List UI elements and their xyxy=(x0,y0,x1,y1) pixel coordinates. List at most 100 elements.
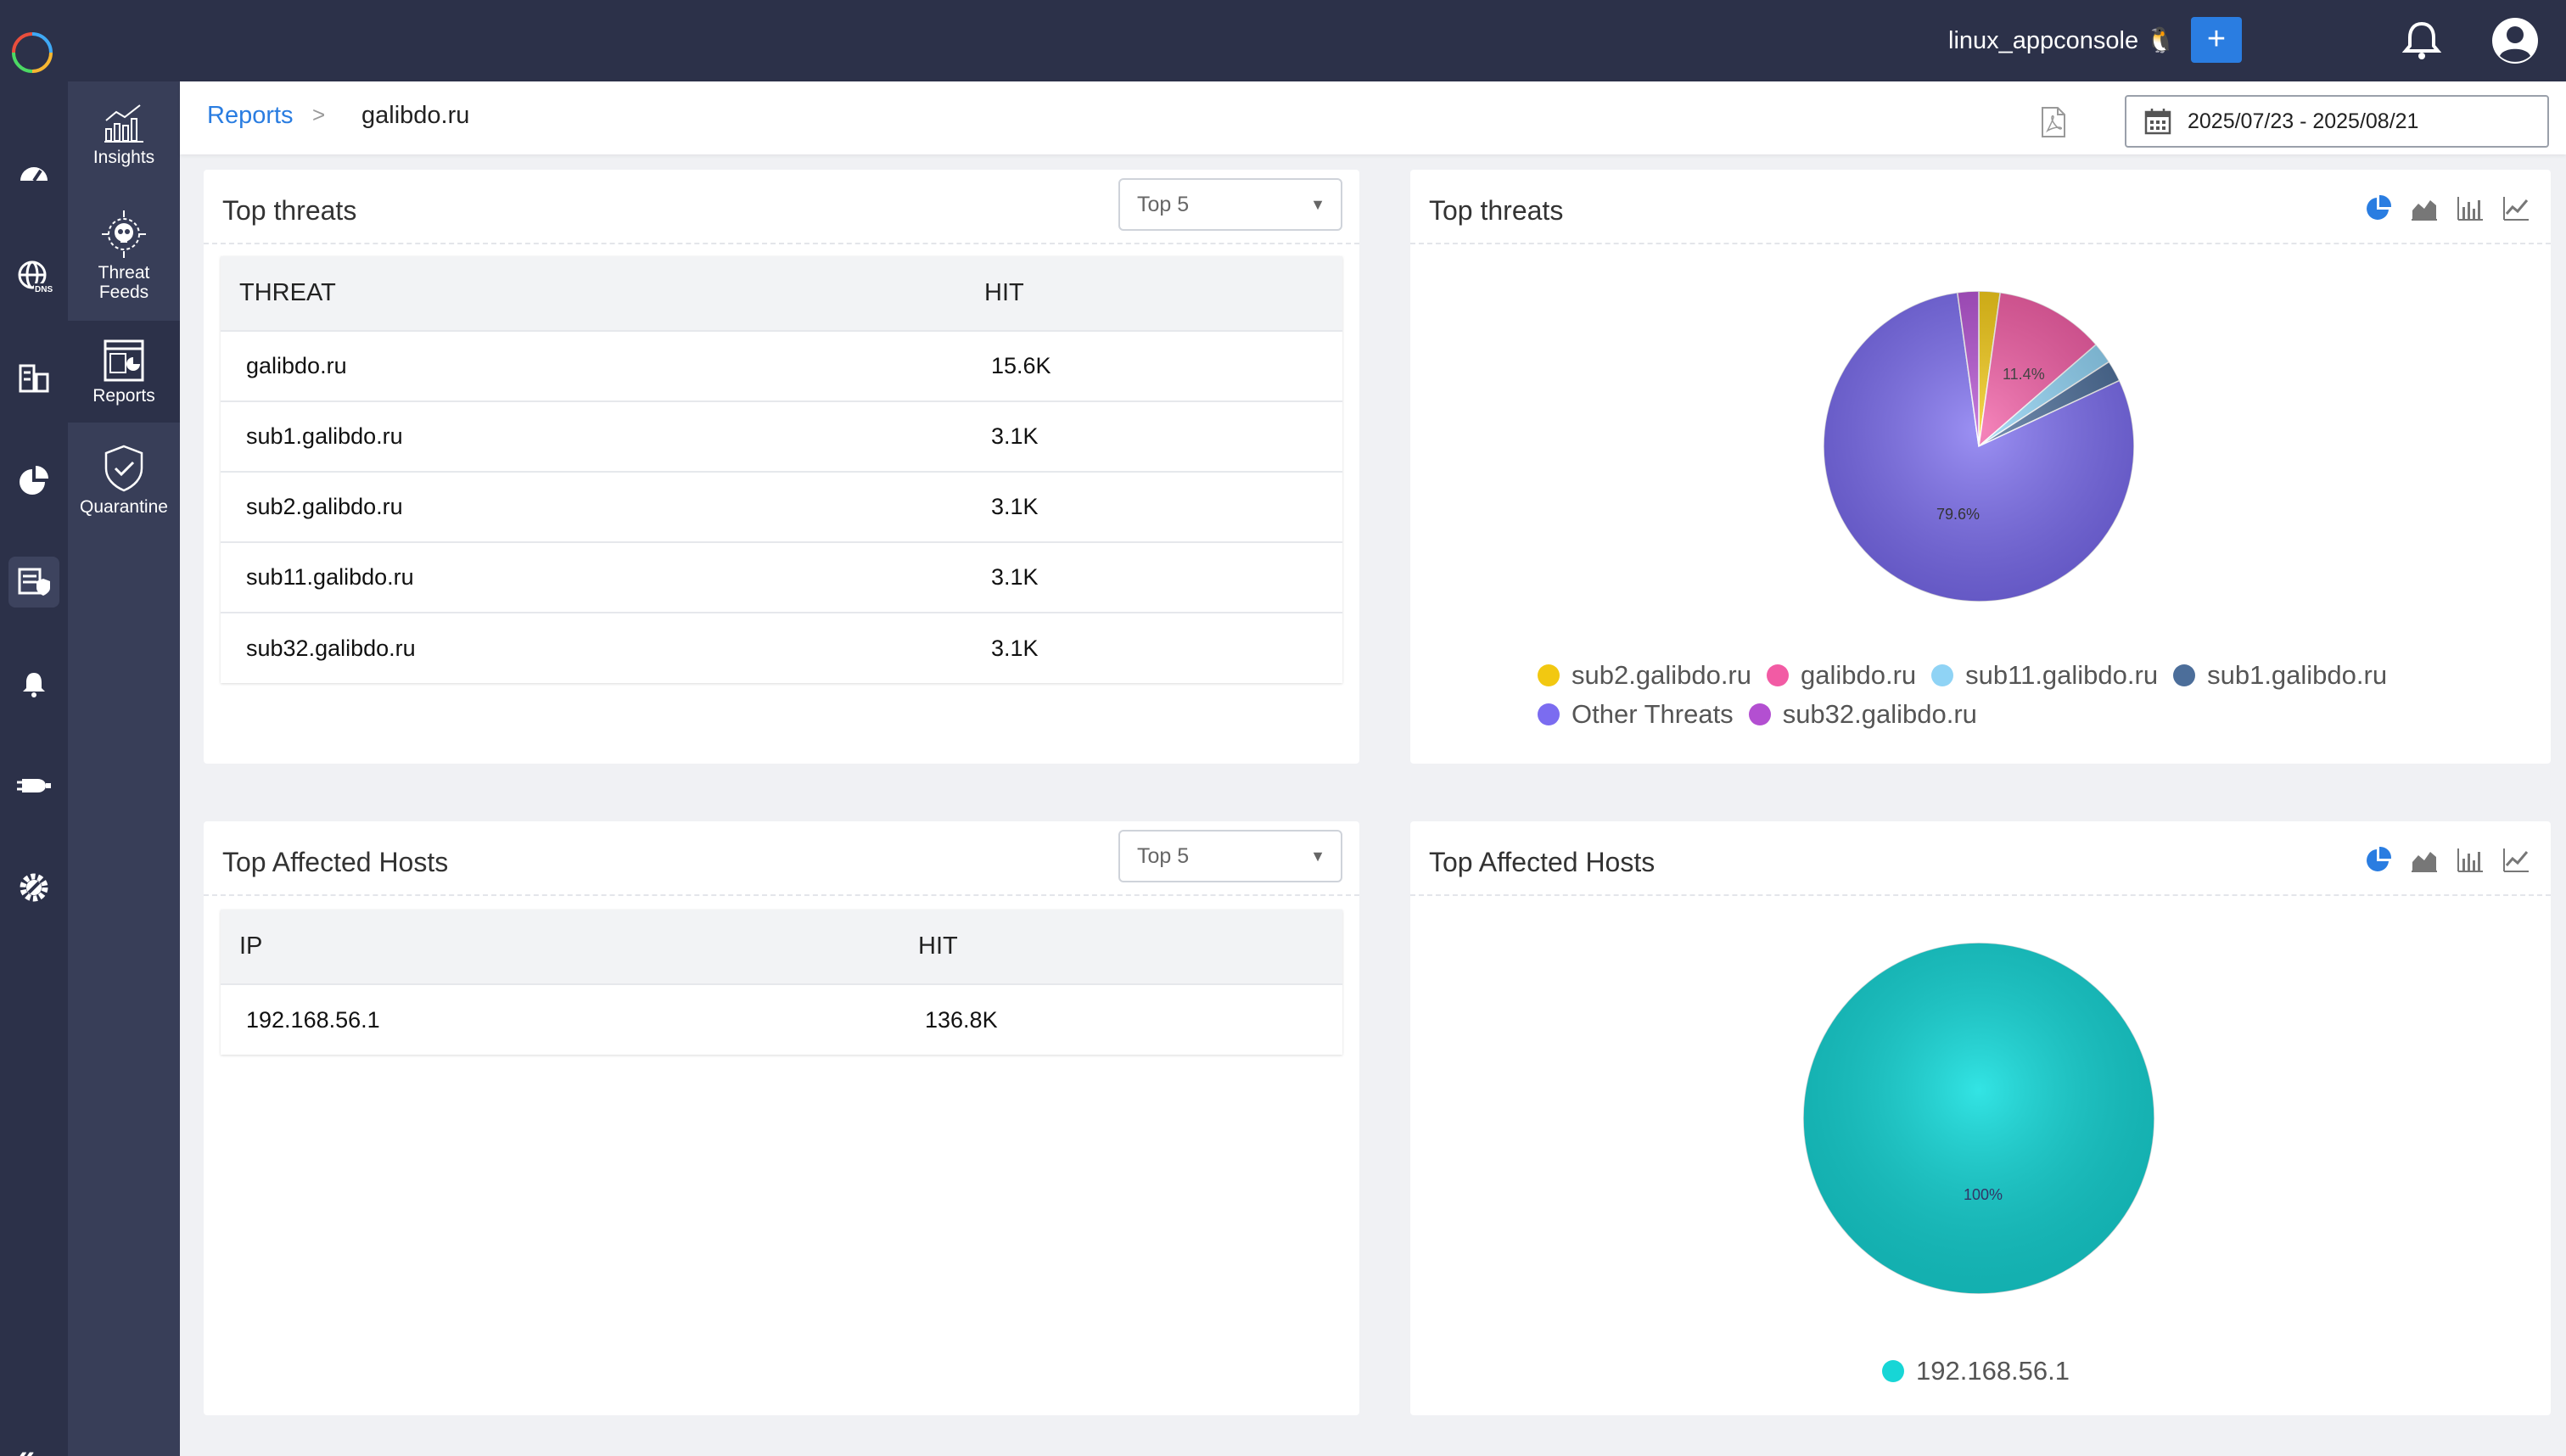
subnav-item-label: Insights xyxy=(92,148,155,167)
legend-item[interactable]: galibdo.ru xyxy=(1767,660,1916,691)
bar-chart-icon[interactable] xyxy=(2456,193,2485,222)
bar-chart-icon[interactable] xyxy=(2456,845,2485,874)
table-row[interactable]: 192.168.56.1 136.8K xyxy=(221,983,1342,1055)
subnav-item-label: Quarantine xyxy=(80,497,168,517)
top-n-select[interactable]: Top 5 ▼ xyxy=(1118,830,1342,882)
subnav-item-label: Reports xyxy=(92,385,155,406)
line-chart-icon[interactable] xyxy=(2502,845,2530,874)
threats-pie-chart: 11.4% 79.6% xyxy=(1823,290,2135,602)
integrations-plug-icon[interactable] xyxy=(8,760,59,811)
legend-swatch xyxy=(1538,703,1560,725)
breadcrumb-current: galibdo.ru xyxy=(361,102,470,129)
legend-item[interactable]: sub11.galibdo.ru xyxy=(1931,660,2158,691)
top-threats-table-card: Top threats Top 5 ▼ THREAT HIT galibdo.r… xyxy=(204,170,1359,764)
table-row[interactable]: sub1.galibdo.ru 3.1K xyxy=(221,400,1342,472)
column-header-threat[interactable]: THREAT xyxy=(221,256,966,331)
threat-cell: sub2.galibdo.ru xyxy=(221,471,966,542)
area-chart-icon[interactable] xyxy=(2410,845,2439,874)
hit-cell: 3.1K xyxy=(966,400,1342,472)
analytics-pie-icon[interactable] xyxy=(8,455,59,506)
legend-item[interactable]: sub1.galibdo.ru xyxy=(2173,660,2387,691)
breadcrumb-reports-link[interactable]: Reports xyxy=(207,102,294,129)
chart-type-toolbar xyxy=(2364,193,2530,222)
divider xyxy=(1410,243,2551,244)
divider xyxy=(204,243,1359,244)
threat-cell: sub32.galibdo.ru xyxy=(221,612,966,683)
legend-swatch xyxy=(1538,664,1560,686)
subnav-item-quarantine[interactable]: Quarantine xyxy=(68,443,180,536)
dashboard-speedometer-icon[interactable] xyxy=(8,149,59,200)
legend-label: sub32.galibdo.ru xyxy=(1782,699,1977,729)
hit-cell: 15.6K xyxy=(966,330,1342,401)
legend-swatch xyxy=(1767,664,1789,686)
area-chart-icon[interactable] xyxy=(2410,193,2439,222)
threat-feeds-skull-icon xyxy=(102,210,146,258)
column-header-ip[interactable]: IP xyxy=(221,910,899,984)
table-row[interactable]: sub32.galibdo.ru 3.1K xyxy=(221,612,1342,683)
chevron-down-icon: ▼ xyxy=(1310,848,1325,865)
svg-text:DNS: DNS xyxy=(35,285,53,294)
column-header-hit[interactable]: HIT xyxy=(899,910,1342,984)
top-threats-chart-card: Top threats 11.4% 79.6% sub2.galibdo.ru … xyxy=(1410,170,2551,764)
column-header-hit[interactable]: HIT xyxy=(966,256,1342,331)
ip-cell: 192.168.56.1 xyxy=(221,983,899,1055)
insights-chart-icon xyxy=(104,104,143,143)
threats-table: THREAT HIT galibdo.ru 15.6K sub1.galibdo.… xyxy=(221,256,1342,683)
hit-cell: 3.1K xyxy=(966,541,1342,613)
select-value: Top 5 xyxy=(1137,193,1190,216)
primary-nav-rail: DNS « xyxy=(0,81,68,1456)
app-logo[interactable] xyxy=(7,27,58,78)
top-n-select[interactable]: Top 5 ▼ xyxy=(1118,178,1342,231)
threat-cell: sub11.galibdo.ru xyxy=(221,541,966,613)
security-reports-icon[interactable] xyxy=(8,557,59,608)
subnav-item-reports[interactable]: Reports xyxy=(68,321,180,423)
threat-cell: sub1.galibdo.ru xyxy=(221,400,966,472)
divider xyxy=(1410,894,2551,896)
hosts-chart-legend: 192.168.56.1 xyxy=(1882,1356,2085,1395)
table-row[interactable]: galibdo.ru 15.6K xyxy=(221,330,1342,401)
card-title: Top Affected Hosts xyxy=(222,847,449,877)
alerts-bell-icon[interactable] xyxy=(8,658,59,709)
notifications-bell-icon[interactable] xyxy=(2398,17,2446,64)
legend-label: sub11.galibdo.ru xyxy=(1965,660,2159,690)
pie-slice[interactable] xyxy=(1802,942,2155,1295)
threats-chart-legend: sub2.galibdo.ru galibdo.ru sub11.galibdo… xyxy=(1538,660,2471,738)
chevron-down-icon: ▼ xyxy=(1310,196,1325,213)
legend-label: Other Threats xyxy=(1572,699,1734,729)
legend-swatch xyxy=(2173,664,2196,686)
pie-data-label: 79.6% xyxy=(1936,506,1980,523)
legend-item[interactable]: Other Threats xyxy=(1538,699,1734,730)
settings-gear-icon[interactable] xyxy=(8,862,59,913)
pie-chart-icon[interactable] xyxy=(2364,193,2393,222)
subnav-item-insights[interactable]: Insights xyxy=(68,100,180,195)
legend-item[interactable]: 192.168.56.1 xyxy=(1882,1356,2070,1386)
legend-swatch xyxy=(1882,1360,1904,1382)
select-value: Top 5 xyxy=(1137,844,1190,868)
subnav-item-label: Threat Feeds xyxy=(98,263,150,302)
pie-data-label: 11.4% xyxy=(2003,366,2045,383)
top-affected-hosts-chart-card: Top Affected Hosts 100% 192.168.56.1 xyxy=(1410,821,2551,1415)
legend-swatch xyxy=(1931,664,1954,686)
legend-item[interactable]: sub32.galibdo.ru xyxy=(1748,699,1977,730)
line-chart-icon[interactable] xyxy=(2502,193,2530,222)
table-row[interactable]: sub11.galibdo.ru 3.1K xyxy=(221,541,1342,613)
pie-chart-icon[interactable] xyxy=(2364,845,2393,874)
dns-globe-icon[interactable]: DNS xyxy=(8,251,59,302)
user-avatar-icon[interactable] xyxy=(2490,15,2541,66)
table-row[interactable]: sub2.galibdo.ru 3.1K xyxy=(221,471,1342,542)
pdf-export-icon[interactable] xyxy=(2040,105,2067,139)
policy-document-icon[interactable] xyxy=(8,353,59,404)
calendar-icon xyxy=(2144,109,2171,135)
add-button[interactable]: + xyxy=(2191,17,2242,63)
chart-type-toolbar xyxy=(2364,845,2530,874)
divider xyxy=(204,894,1359,896)
date-range-value: 2025/07/23 - 2025/08/21 xyxy=(2188,109,2419,133)
date-range-picker[interactable]: 2025/07/23 - 2025/08/21 xyxy=(2125,95,2549,148)
subnav-item-threat-feeds[interactable]: Threat Feeds xyxy=(68,209,180,309)
collapse-sidebar-button[interactable]: « xyxy=(17,1439,35,1456)
legend-item[interactable]: sub2.galibdo.ru xyxy=(1538,660,1751,691)
hit-cell: 3.1K xyxy=(966,471,1342,542)
pie-data-label: 100% xyxy=(1964,1186,2003,1203)
tenant-name[interactable]: linux_appconsole 🐧 xyxy=(1948,27,2177,54)
hosts-pie-chart: 100% xyxy=(1802,942,2155,1295)
